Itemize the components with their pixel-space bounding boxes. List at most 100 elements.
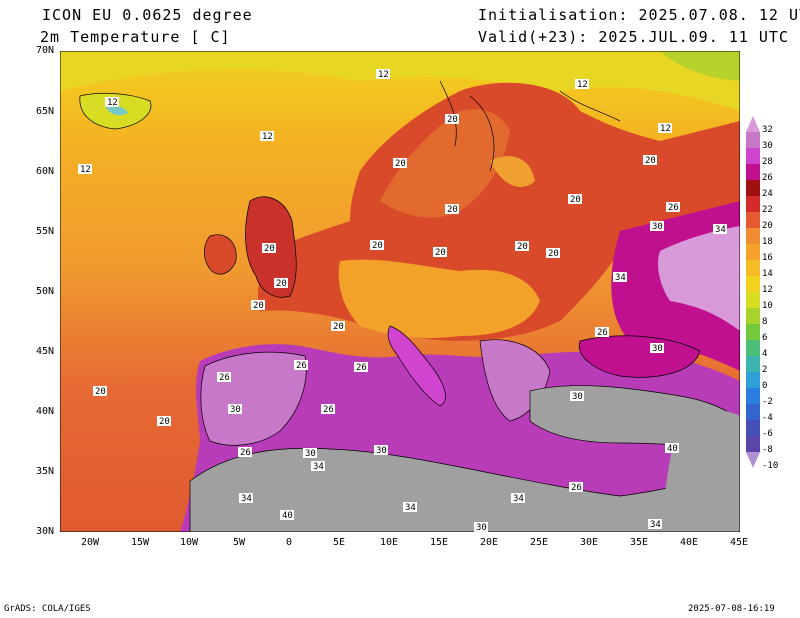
contour-label-12a: 12 bbox=[376, 69, 390, 80]
scandinavia-interior bbox=[380, 109, 510, 218]
svg-text:30: 30 bbox=[376, 446, 387, 456]
svg-text:40: 40 bbox=[282, 511, 293, 521]
svg-text:34: 34 bbox=[650, 520, 661, 530]
lat-label-40n: 40N bbox=[35, 406, 54, 417]
cold-arctic-area bbox=[660, 51, 740, 81]
black-sea bbox=[578, 335, 701, 378]
colorbar-cell bbox=[746, 340, 760, 356]
svg-text:26: 26 bbox=[356, 363, 367, 373]
svg-text:20: 20 bbox=[645, 156, 656, 166]
svg-text:30: 30 bbox=[230, 405, 241, 415]
colorbar-cell bbox=[746, 324, 760, 340]
contour-label-12d: 12 bbox=[260, 131, 274, 142]
contour-label-12c: 12 bbox=[105, 97, 119, 108]
russia-hot-core bbox=[658, 226, 740, 331]
lat-label-55n: 55N bbox=[35, 226, 54, 237]
contour-label-26a: 26 bbox=[666, 202, 680, 213]
svg-text:34: 34 bbox=[715, 225, 726, 235]
lat-label-45n: 45N bbox=[35, 346, 54, 357]
contour-label-40a: 40 bbox=[280, 510, 294, 521]
svg-text:30: 30 bbox=[476, 523, 487, 532]
coastline-detail bbox=[439, 80, 621, 172]
lon-label-20w: 20W bbox=[80, 537, 100, 548]
colorbar-level-label: 12 bbox=[762, 285, 773, 295]
colorbar-cell bbox=[746, 228, 760, 244]
svg-text:26: 26 bbox=[219, 373, 230, 383]
contour-label-20c: 20 bbox=[445, 204, 459, 215]
variable-title: 2m Temperature [ C] bbox=[40, 28, 231, 46]
colorbar-cell bbox=[746, 452, 760, 468]
svg-text:20: 20 bbox=[447, 205, 458, 215]
svg-text:20: 20 bbox=[333, 322, 344, 332]
colorbar-level-label: 20 bbox=[762, 221, 773, 231]
contour-label-20b: 20 bbox=[393, 158, 407, 169]
contour-label-20d: 20 bbox=[643, 155, 657, 166]
contour-label-20m: 20 bbox=[331, 321, 345, 332]
svg-text:20: 20 bbox=[253, 301, 264, 311]
svg-text:26: 26 bbox=[668, 203, 679, 213]
svg-text:12: 12 bbox=[262, 132, 273, 142]
footer-timestamp: 2025-07-08-16:19 bbox=[688, 604, 775, 614]
map-canvas: 12 12 12 12 12 12 20 20 20 20 20 20 20 2… bbox=[59, 50, 741, 533]
colorbar-cell bbox=[746, 180, 760, 196]
svg-text:20: 20 bbox=[276, 279, 287, 289]
valid-time: Valid(+23): 2025.JUL.09. 11 UTC bbox=[478, 28, 789, 46]
lon-label-25e: 25E bbox=[529, 537, 549, 548]
italy bbox=[387, 325, 446, 407]
svg-text:12: 12 bbox=[80, 165, 91, 175]
lat-label-30n: 30N bbox=[35, 526, 54, 537]
svg-text:26: 26 bbox=[240, 448, 251, 458]
colorbar-cell bbox=[746, 164, 760, 180]
colorbar-level-label: -6 bbox=[762, 429, 773, 439]
svg-text:30: 30 bbox=[305, 449, 316, 459]
colorbar-cell bbox=[746, 308, 760, 324]
colorbar-level-label: -10 bbox=[762, 461, 779, 471]
contour-label-30d: 30 bbox=[570, 391, 584, 402]
colorbar-level-label: 10 bbox=[762, 301, 773, 311]
lat-label-70n: 70N bbox=[35, 45, 54, 56]
lat-label-50n: 50N bbox=[35, 286, 54, 297]
svg-text:26: 26 bbox=[296, 361, 307, 371]
colorbar-cell bbox=[746, 436, 760, 452]
contour-label-26e: 26 bbox=[217, 372, 231, 383]
svg-text:20: 20 bbox=[447, 115, 458, 125]
svg-text:12: 12 bbox=[107, 98, 118, 108]
colorbar-level-label: 32 bbox=[762, 125, 773, 135]
colorbar-cell bbox=[746, 212, 760, 228]
colorbar-level-label: 22 bbox=[762, 205, 773, 215]
svg-text:34: 34 bbox=[513, 494, 524, 504]
colorbar-cell bbox=[746, 372, 760, 388]
contour-labels: 12 12 12 12 12 12 20 20 20 20 20 20 20 2… bbox=[78, 69, 727, 533]
colorbar bbox=[746, 116, 760, 468]
middle-east-land bbox=[660, 408, 740, 532]
colorbar-cell bbox=[746, 356, 760, 372]
temperature-map: 12 12 12 12 12 12 20 20 20 20 20 20 20 2… bbox=[59, 50, 741, 533]
colorbar-cell bbox=[746, 292, 760, 308]
svg-text:20: 20 bbox=[548, 249, 559, 259]
colorbar-level-label: -2 bbox=[762, 397, 773, 407]
contour-label-30c: 30 bbox=[228, 404, 242, 415]
model-title: ICON EU 0.0625 degree bbox=[42, 6, 253, 24]
lat-label-65n: 65N bbox=[35, 106, 54, 117]
colorbar-cell bbox=[746, 388, 760, 404]
lon-label-20e: 20E bbox=[479, 537, 499, 548]
svg-text:34: 34 bbox=[405, 503, 416, 513]
iceland-glacier bbox=[105, 105, 128, 116]
contour-label-30f: 30 bbox=[374, 445, 388, 456]
colorbar-level-label: 2 bbox=[762, 365, 768, 375]
contour-label-20i: 20 bbox=[515, 241, 529, 252]
svg-text:20: 20 bbox=[159, 417, 170, 427]
lon-label-0: 0 bbox=[285, 537, 293, 548]
contour-label-26d: 26 bbox=[354, 362, 368, 373]
colorbar-level-label: 6 bbox=[762, 333, 768, 343]
contour-label-20e: 20 bbox=[568, 194, 582, 205]
contour-label-26c: 26 bbox=[294, 360, 308, 371]
colorbar-cell bbox=[746, 276, 760, 292]
colorbar-cell bbox=[746, 196, 760, 212]
contour-label-34f: 34 bbox=[239, 493, 253, 504]
contour-label-34b: 34 bbox=[613, 272, 627, 283]
colorbar-cell bbox=[746, 260, 760, 276]
colorbar-level-label: 8 bbox=[762, 317, 768, 327]
colorbar-level-label: 26 bbox=[762, 173, 773, 183]
lon-label-30e: 30E bbox=[579, 537, 599, 548]
